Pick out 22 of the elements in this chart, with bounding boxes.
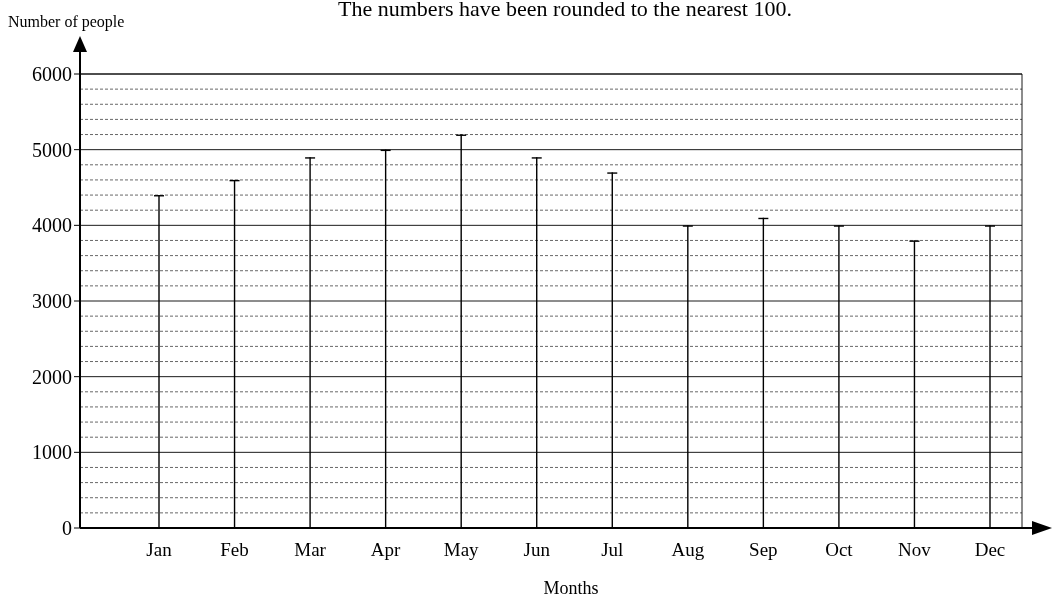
x-tick-label: Mar <box>294 539 327 560</box>
x-axis-title: Months <box>543 578 599 598</box>
x-tick-label: Apr <box>370 539 402 560</box>
y-tick-label: 1000 <box>32 441 72 464</box>
y-tick-label: 0 <box>62 517 72 539</box>
x-tick-label: Dec <box>974 539 1006 560</box>
y-tick-label: 4000 <box>32 214 72 237</box>
x-tick-label: Feb <box>220 539 249 560</box>
x-tick-label: Jun <box>523 539 551 560</box>
x-tick-label: May <box>443 539 480 560</box>
x-tick-label: Jul <box>601 539 624 560</box>
x-tick-label: Aug <box>671 539 705 560</box>
y-tick-label: 6000 <box>32 63 72 85</box>
y-axis-title: Number of people <box>8 13 125 31</box>
x-tick-label: Jan <box>146 539 173 560</box>
y-tick-label: 2000 <box>32 365 72 388</box>
y-tick-label: 5000 <box>32 138 72 161</box>
x-tick-label: Sep <box>749 539 778 560</box>
x-tick-label: Nov <box>898 539 932 560</box>
chart-title: The numbers have been rounded to the nearest 100. <box>338 0 792 21</box>
x-tick-label: Oct <box>825 539 854 560</box>
y-tick-label: 3000 <box>32 290 72 312</box>
